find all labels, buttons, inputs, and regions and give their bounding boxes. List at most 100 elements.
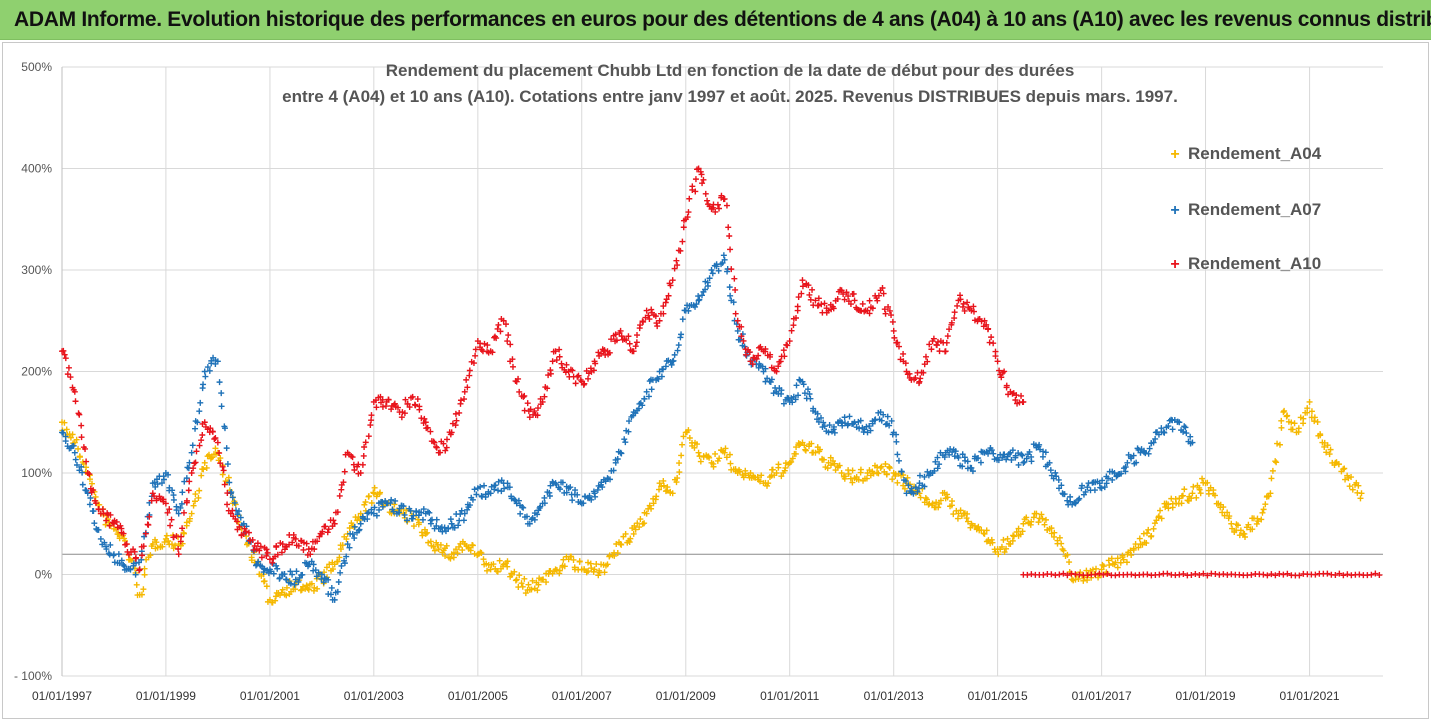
data-point-interp [180,530,187,537]
data-point [344,541,351,548]
data-point-interp [1174,418,1181,425]
data-point-interp [1153,517,1160,524]
data-point-interp [69,431,76,438]
data-point-interp [1123,559,1130,566]
data-point-interp [780,400,787,407]
data-point-interp [1190,483,1197,490]
data-point-interp [944,494,951,501]
data-point-interp [723,202,730,209]
data-point-interp [549,358,556,365]
data-point-interp [61,419,68,426]
data-point-interp [916,472,923,479]
data-point-interp [1019,452,1026,459]
data-point-interp [1199,475,1206,482]
data-point-interp [270,560,277,567]
data-point-interp [775,461,782,468]
data-point-interp [612,459,619,466]
data-point-interp [209,454,216,461]
data-point-interp [1242,534,1248,541]
data-point-interp [1018,392,1025,399]
data-point-interp [88,480,95,487]
data-point-interp [893,438,900,445]
data-point-interp [1003,456,1010,463]
data-point-interp [662,363,669,370]
data-point-interp [916,380,923,387]
data-point-flat [1040,571,1047,578]
data-point-flat [1092,571,1099,578]
data-point-interp [315,569,322,576]
data-point-interp [216,379,223,386]
data-point-flat [1056,571,1063,578]
data-point-interp [557,486,564,493]
data-point-interp [506,484,513,491]
data-point-interp [368,417,375,424]
data-point-interp [830,305,837,312]
data-point-interp [70,442,77,449]
data-point-interp [821,300,828,307]
data-point-interp [544,385,551,392]
data-point-interp [988,334,995,341]
data-point-interp [629,348,636,355]
data-point-interp [622,530,629,537]
data-point-interp [82,445,89,452]
data-point-interp [789,455,796,462]
data-point-interp [834,295,841,302]
data-point-interp [841,414,848,421]
data-point-interp [93,500,100,507]
chart-title-line-1: Rendement du placement Chubb Ltd en fonc… [385,61,1075,80]
data-point-interp [365,493,372,500]
data-point-interp [211,436,218,443]
data-point-interp [810,405,817,412]
data-point-interp [1040,448,1047,455]
data-point-interp [888,417,895,424]
data-point-interp [418,509,425,516]
data-point-interp [231,499,238,506]
data-point-interp [646,316,653,323]
data-point [734,327,741,334]
data-point-interp [1314,418,1321,425]
data-point-interp [509,363,516,370]
data-point-interp [497,328,504,335]
data-point-interp [283,584,290,591]
data-point-interp [742,467,749,474]
data-point-interp [202,373,209,380]
data-point-interp [1161,500,1168,507]
data-point-interp [674,262,681,269]
data-point-interp [179,489,186,496]
data-point-interp [221,481,228,488]
data-point-interp [964,299,971,306]
data-point-interp [293,568,300,575]
data-point-interp [368,509,375,516]
data-point-interp [1289,426,1296,433]
data-point-interp [1211,492,1218,499]
data-point-interp [563,361,570,368]
data-point-interp [788,327,795,334]
data-point-interp [706,275,713,282]
data-point-flat [1100,571,1107,578]
data-point-interp [216,450,223,457]
data-point-interp [1165,505,1172,512]
data-point-interp [198,437,205,444]
data-point-interp [1268,475,1275,482]
data-point-interp [556,353,563,360]
data-point-interp [1349,486,1356,493]
data-point-interp [668,361,675,368]
data-point-interp [827,462,834,469]
data-point [656,317,663,324]
data-point-interp [400,503,407,510]
data-point-interp [86,471,93,478]
data-point-interp [732,466,739,473]
data-point-interp [431,547,438,554]
data-point [279,586,286,593]
data-point-interp [508,571,515,578]
data-point-interp [693,301,700,308]
data-point-interp [481,482,488,489]
data-point-interp [501,485,508,492]
data-point-interp [697,458,704,465]
data-point-interp [1101,484,1108,491]
data-point-interp [1240,530,1247,537]
data-point-interp [167,522,174,529]
data-point-interp [303,560,310,567]
data-point-interp [217,460,224,467]
